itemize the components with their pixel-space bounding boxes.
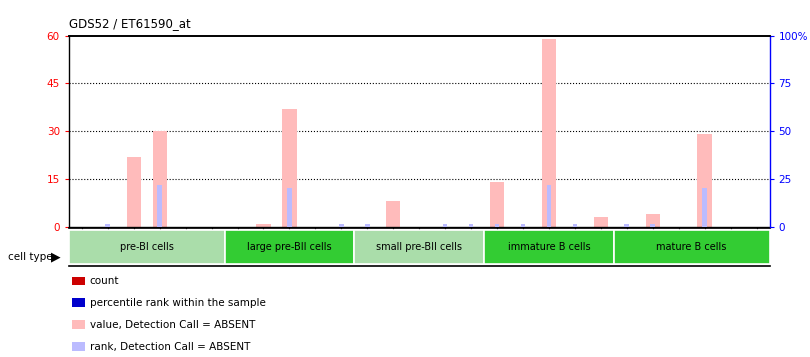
Text: count: count [90, 276, 119, 286]
Bar [365, 223, 369, 227]
Bar [521, 223, 526, 227]
Text: ▶: ▶ [51, 251, 61, 263]
Text: mature B cells: mature B cells [656, 242, 727, 252]
Bar [72, 298, 85, 307]
Bar [72, 320, 85, 329]
Bar [339, 223, 343, 227]
Bar [256, 223, 271, 227]
Bar [287, 188, 292, 227]
Bar [443, 223, 447, 227]
Bar [469, 223, 473, 227]
Text: percentile rank within the sample: percentile rank within the sample [90, 298, 266, 308]
Bar [490, 182, 504, 227]
Text: large pre-BII cells: large pre-BII cells [247, 242, 332, 252]
Bar [697, 134, 712, 227]
Bar [646, 214, 660, 227]
Bar [614, 230, 770, 264]
Text: rank, Detection Call = ABSENT: rank, Detection Call = ABSENT [90, 342, 250, 352]
Bar [354, 230, 484, 264]
Bar [105, 223, 110, 227]
Bar [69, 230, 224, 264]
Text: cell type: cell type [8, 252, 53, 262]
Bar [484, 230, 614, 264]
Text: value, Detection Call = ABSENT: value, Detection Call = ABSENT [90, 320, 255, 330]
Bar [650, 223, 655, 227]
Bar [157, 185, 162, 227]
Bar [573, 223, 578, 227]
Bar [547, 185, 552, 227]
Text: immature B cells: immature B cells [508, 242, 590, 252]
Bar [386, 201, 400, 227]
Text: pre-BI cells: pre-BI cells [120, 242, 173, 252]
Bar [72, 342, 85, 351]
Bar [72, 277, 85, 285]
Bar [625, 223, 629, 227]
Bar [594, 217, 608, 227]
Text: small pre-BII cells: small pre-BII cells [376, 242, 463, 252]
Bar [495, 223, 499, 227]
Bar [126, 157, 141, 227]
Bar [224, 230, 354, 264]
Bar [542, 39, 556, 227]
Bar [702, 188, 707, 227]
Bar [283, 109, 296, 227]
Text: GDS52 / ET61590_at: GDS52 / ET61590_at [69, 17, 190, 30]
Bar [152, 131, 167, 227]
